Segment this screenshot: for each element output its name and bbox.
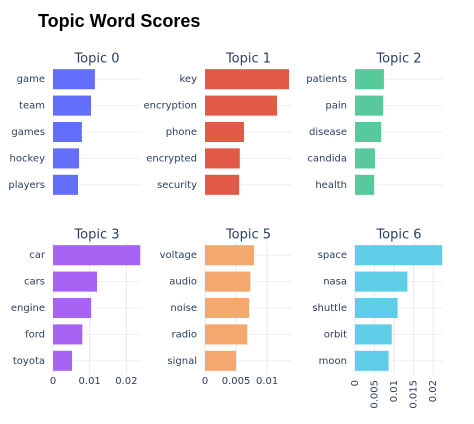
x-tick-label: 0.01 [389, 380, 400, 402]
y-tick-label: health [315, 180, 347, 191]
subplot-title: Topic 2 [375, 52, 421, 67]
bar [205, 297, 250, 319]
bar [355, 245, 443, 266]
y-tick-label: ford [25, 329, 45, 340]
x-tick-label: 0 [350, 380, 361, 386]
bar [205, 324, 248, 345]
bar [355, 271, 408, 292]
subplot-title: Topic 0 [73, 52, 119, 67]
bar [205, 350, 237, 371]
y-tick-label: signal [167, 356, 197, 367]
bar [205, 69, 289, 90]
bar [205, 271, 251, 292]
bar [205, 174, 240, 195]
y-tick-label: team [19, 101, 45, 112]
y-tick-label: engine [11, 303, 45, 314]
bar [53, 245, 141, 266]
y-tick-label: toyota [13, 356, 45, 367]
bar [355, 324, 392, 345]
bar [53, 69, 95, 90]
bar [205, 245, 255, 266]
bar [53, 271, 97, 292]
y-tick-label: cars [24, 277, 45, 288]
y-tick-label: noise [170, 303, 197, 314]
bar [205, 148, 240, 169]
bar [355, 121, 382, 143]
x-tick-label: 0.005 [222, 376, 251, 387]
x-tick-label: 0.005 [370, 380, 381, 409]
y-tick-label: shuttle [312, 303, 347, 314]
bar [53, 148, 80, 169]
x-tick-label: 0.015 [409, 380, 420, 409]
y-tick-label: security [157, 180, 197, 191]
bar [53, 121, 82, 143]
y-tick-label: moon [319, 356, 347, 367]
bar [53, 297, 92, 319]
x-tick-label: 0 [50, 376, 56, 387]
y-tick-label: encrypted [146, 153, 197, 164]
bar [355, 69, 384, 90]
bar [205, 95, 277, 116]
bar [355, 174, 375, 195]
bar [355, 95, 384, 116]
y-tick-label: candida [307, 153, 347, 164]
x-tick-label: 0.01 [256, 376, 278, 387]
y-tick-label: players [8, 180, 45, 191]
x-tick-label: 0.01 [79, 376, 101, 387]
subplot-title: Topic 1 [225, 52, 271, 67]
bar [205, 121, 244, 143]
y-tick-label: orbit [324, 329, 347, 340]
bar [53, 95, 92, 116]
bar [53, 174, 78, 195]
chart-title: Topic Word Scores [38, 11, 200, 31]
bar [355, 148, 375, 169]
y-tick-label: patients [306, 74, 347, 85]
subplot-title: Topic 3 [73, 228, 119, 243]
y-tick-label: phone [166, 127, 197, 138]
y-tick-label: pain [325, 101, 347, 112]
subplot-title: Topic 6 [375, 228, 421, 243]
y-tick-label: key [179, 74, 197, 85]
bar [53, 324, 83, 345]
x-tick-label: 0.02 [428, 380, 439, 402]
bar [355, 297, 398, 319]
y-tick-label: car [29, 250, 46, 261]
y-tick-label: disease [309, 127, 347, 138]
x-tick-label: 0.02 [115, 376, 137, 387]
subplot-title: Topic 5 [225, 228, 271, 243]
y-tick-label: game [17, 74, 45, 85]
bar [53, 350, 73, 371]
y-tick-label: games [11, 127, 45, 138]
y-tick-label: audio [169, 277, 197, 288]
y-tick-label: radio [172, 329, 197, 340]
x-tick-label: 0 [202, 376, 208, 387]
y-tick-label: nasa [323, 277, 347, 288]
y-tick-label: space [318, 250, 347, 261]
y-tick-label: hockey [10, 153, 46, 164]
y-tick-label: voltage [160, 250, 197, 261]
bar [355, 350, 389, 371]
y-tick-label: encryption [143, 101, 197, 112]
